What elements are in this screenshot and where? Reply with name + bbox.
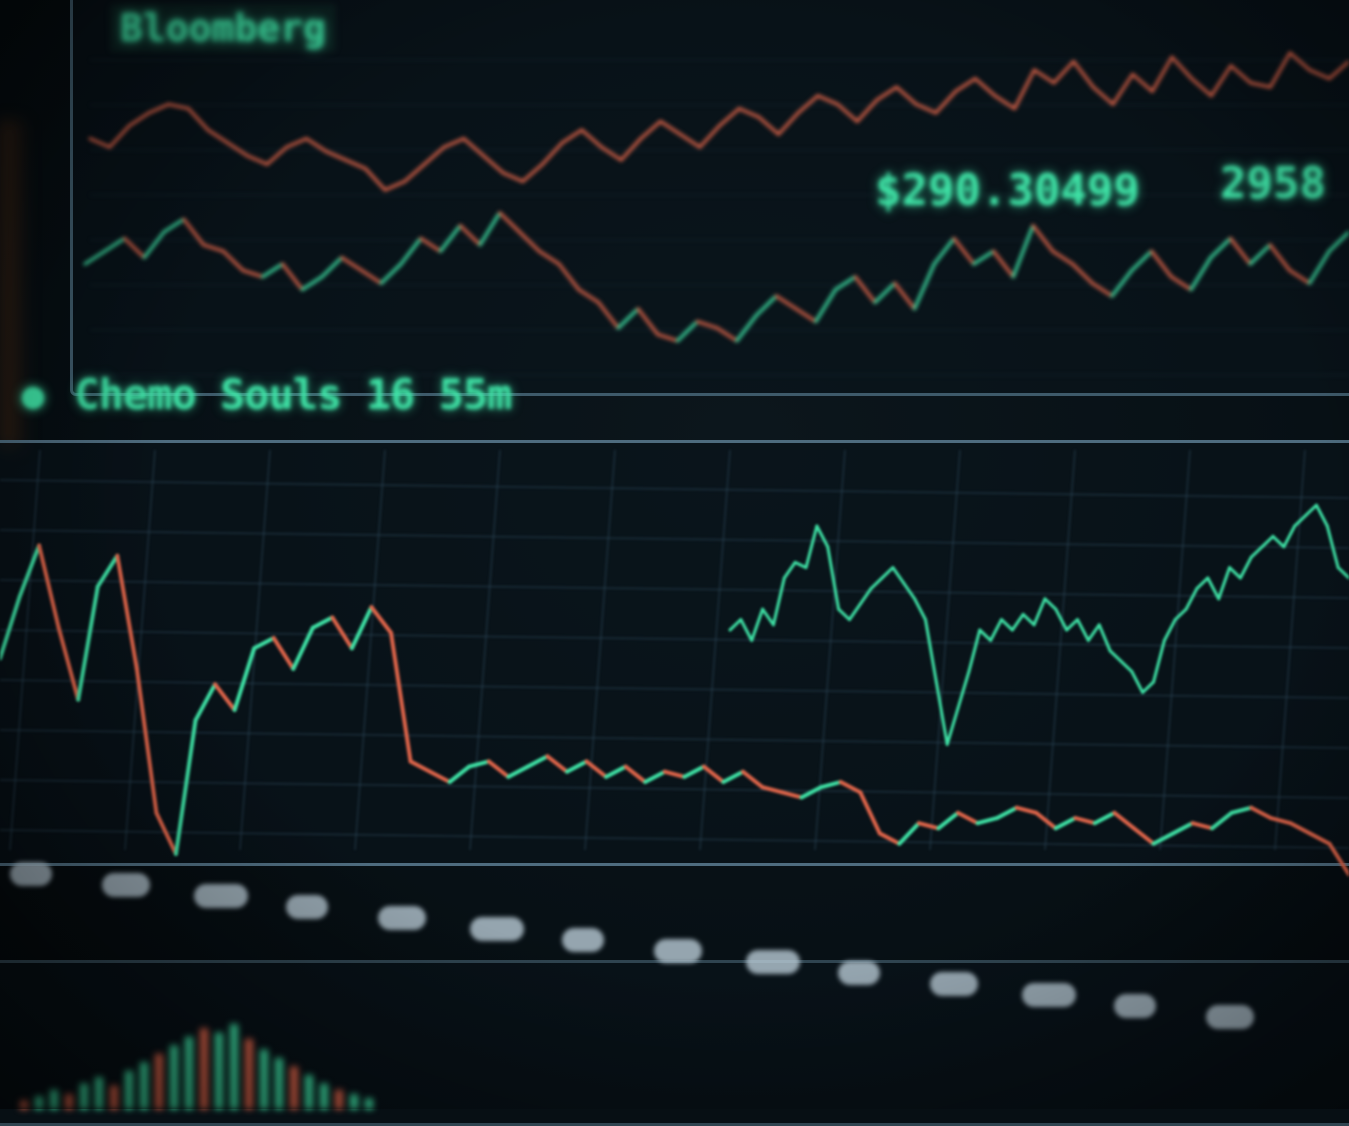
volume-bar bbox=[275, 1058, 283, 1109]
timeframe-tab[interactable] bbox=[286, 895, 328, 919]
timeframe-tab[interactable] bbox=[746, 950, 800, 974]
timeframe-tab[interactable] bbox=[562, 928, 604, 952]
timeframe-tab[interactable] bbox=[1114, 994, 1156, 1018]
volume-bar bbox=[125, 1070, 133, 1109]
volume-bar bbox=[365, 1098, 373, 1109]
volume-bars bbox=[20, 1024, 373, 1109]
volume-bar bbox=[50, 1089, 58, 1109]
volume-bar bbox=[215, 1032, 223, 1109]
volume-bar bbox=[230, 1024, 238, 1109]
secondary-readout: 2958 bbox=[1220, 158, 1326, 209]
volume-bar bbox=[140, 1062, 148, 1109]
section-label-text: Chemo Souls 16 55m bbox=[74, 370, 512, 419]
timeframe-tab[interactable] bbox=[470, 917, 524, 941]
volume-bar bbox=[290, 1066, 298, 1109]
volume-bar bbox=[155, 1053, 163, 1109]
volume-bar bbox=[320, 1083, 328, 1109]
timeframe-tab[interactable] bbox=[102, 873, 150, 897]
section-label: Chemo Souls 16 55m bbox=[22, 370, 512, 419]
volume-bar bbox=[185, 1036, 193, 1109]
volume-bar bbox=[80, 1083, 88, 1109]
timeframe-tab[interactable] bbox=[10, 862, 52, 886]
volume-bar bbox=[350, 1094, 358, 1109]
volume-bar bbox=[170, 1045, 178, 1109]
volume-bar bbox=[95, 1077, 103, 1109]
volume-bar bbox=[65, 1094, 73, 1109]
timeframe-tab[interactable] bbox=[1022, 983, 1076, 1007]
chart-title: Bloomberg bbox=[110, 4, 336, 52]
timeframe-tab[interactable] bbox=[1206, 1005, 1254, 1029]
price-readout: $290.30499 bbox=[875, 165, 1140, 216]
volume-bar bbox=[200, 1028, 208, 1109]
volume-bar bbox=[110, 1085, 118, 1109]
volume-bar bbox=[305, 1075, 313, 1109]
volume-bar bbox=[245, 1038, 253, 1109]
timeframe-tab[interactable] bbox=[930, 972, 978, 996]
volume-bar bbox=[260, 1049, 268, 1109]
timeframe-tab[interactable] bbox=[838, 961, 880, 985]
volume-bar bbox=[35, 1096, 43, 1109]
timeframe-tab[interactable] bbox=[194, 884, 248, 908]
status-dot-icon bbox=[22, 386, 44, 409]
timeframe-tab[interactable] bbox=[654, 939, 702, 963]
timeframe-tab[interactable] bbox=[378, 906, 426, 930]
volume-bar bbox=[335, 1089, 343, 1109]
volume-bar bbox=[20, 1100, 28, 1109]
